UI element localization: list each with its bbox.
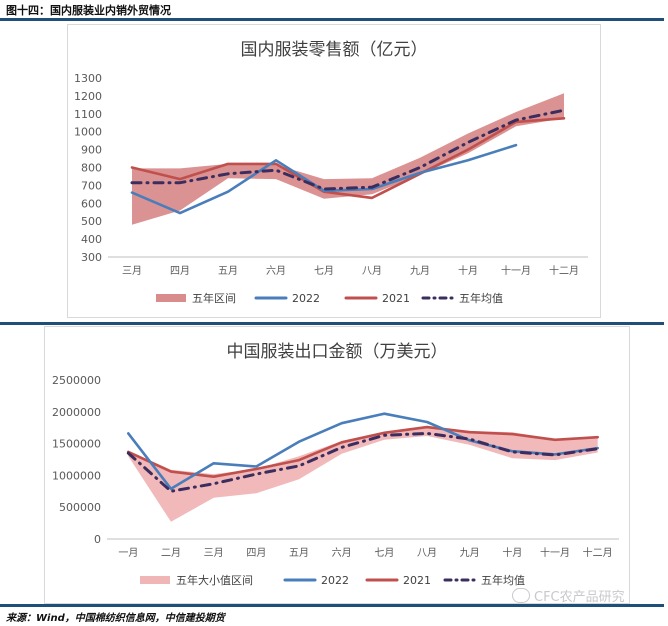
chart1-legend-label: 2022 bbox=[292, 292, 320, 305]
header-rule bbox=[0, 18, 664, 21]
chart2-series-avg-line bbox=[126, 431, 600, 493]
chart2-y-tick-label: 2000000 bbox=[52, 406, 101, 419]
chart1-title: 国内服装零售额（亿元） bbox=[241, 40, 428, 60]
chart1-legend-label: 五年均值 bbox=[459, 291, 503, 305]
chart2-legend-swatch bbox=[140, 576, 170, 584]
chart1-y-tick-label: 1000 bbox=[74, 126, 102, 139]
chart1-x-tick-label: 六月 bbox=[266, 265, 286, 277]
chart1-legend-label: 五年区间 bbox=[192, 291, 236, 305]
chart1-x-tick-label: 十月 bbox=[458, 264, 478, 277]
chart2-legend-label: 2022 bbox=[321, 574, 349, 587]
chart2-x-tick-label: 十月 bbox=[502, 546, 522, 559]
chart1-series-2021-line bbox=[130, 117, 566, 200]
chart1-x-tick-label: 十一月 bbox=[501, 264, 531, 277]
chart2-series-2022-line bbox=[127, 412, 599, 491]
chart1-x-tick-label: 五月 bbox=[218, 265, 238, 277]
chart1-legend-label: 2021 bbox=[382, 292, 410, 305]
chart1-x-tick-label: 八月 bbox=[362, 265, 382, 277]
chart2-x-tick-label: 二月 bbox=[161, 547, 181, 559]
footer-rule bbox=[0, 604, 664, 607]
chart1-x-tick-label: 十二月 bbox=[549, 264, 579, 277]
chart2-y-tick-label: 0 bbox=[94, 533, 101, 546]
chart2-title: 中国服装出口金额（万美元） bbox=[227, 342, 448, 362]
figure-title: 图十四：国内服装业内销外贸情况 bbox=[6, 4, 171, 17]
watermark: CFC农产品研究 bbox=[512, 586, 625, 605]
watermark-text: CFC农产品研究 bbox=[534, 590, 625, 605]
chart2-legend-label: 五年大小值区间 bbox=[176, 573, 253, 587]
chart2-y-tick-label: 500000 bbox=[59, 501, 101, 514]
chart2-x-tick-label: 八月 bbox=[417, 547, 437, 559]
export-value-chart: 中国服装出口金额（万美元） 0 500000 1000000 1500000 200000… bbox=[52, 342, 619, 587]
chart2-x-tick-label: 七月 bbox=[374, 547, 394, 559]
chart2-x-tick-label: 九月 bbox=[460, 547, 480, 559]
chart2-y-tick-label: 2500000 bbox=[52, 374, 101, 387]
chart1-y-tick-label: 400 bbox=[81, 233, 102, 246]
export-chart-panel: 中国服装出口金额（万美元） 0 500000 1000000 1500000 200000… bbox=[44, 326, 630, 604]
middle-rule bbox=[0, 322, 664, 325]
chart1-series-avg-line bbox=[130, 108, 566, 191]
chart1-legend-swatch bbox=[156, 294, 186, 302]
wechat-icon bbox=[512, 588, 530, 603]
chart1-x-tick-label: 九月 bbox=[410, 265, 430, 277]
chart1-x-tick-label: 四月 bbox=[170, 265, 190, 277]
chart2-x-tick-label: 六月 bbox=[332, 547, 352, 559]
chart1-y-tick-label: 800 bbox=[81, 162, 102, 175]
chart2-x-tick-label: 五月 bbox=[289, 547, 309, 559]
chart1-y-tick-label: 500 bbox=[81, 215, 102, 228]
chart1-x-tick-label: 三月 bbox=[122, 265, 142, 277]
chart2-x-tick-label: 十二月 bbox=[583, 546, 613, 559]
chart2-x-tick-label: 十一月 bbox=[540, 546, 570, 559]
retail-sales-chart: 国内服装零售额（亿元） 300 400 500 600 700 800 900 1000 1100… bbox=[74, 40, 588, 305]
chart2-legend-label: 2021 bbox=[403, 574, 431, 587]
chart1-y-tick-label: 1200 bbox=[74, 90, 102, 103]
chart1-y-tick-label: 300 bbox=[81, 251, 102, 264]
chart2-y-tick-label: 1500000 bbox=[52, 438, 101, 451]
chart1-y-tick-label: 600 bbox=[81, 197, 102, 210]
chart2-series-2021-line bbox=[127, 425, 599, 478]
chart1-y-tick-label: 700 bbox=[81, 179, 102, 192]
retail-chart-panel: 国内服装零售额（亿元） 300 400 500 600 700 800 900 1000 1100… bbox=[67, 24, 601, 318]
chart2-x-tick-label: 三月 bbox=[204, 547, 224, 559]
chart2-y-tick-label: 1000000 bbox=[52, 469, 101, 482]
chart1-series-2022-line bbox=[130, 143, 518, 215]
source-note: 来源：Wind，中国棉纺织信息网，中信建投期货 bbox=[6, 613, 225, 624]
chart1-y-tick-label: 1100 bbox=[74, 108, 102, 121]
chart2-legend-label: 五年均值 bbox=[481, 573, 525, 587]
chart1-y-tick-label: 1300 bbox=[74, 72, 102, 85]
chart1-y-tick-label: 900 bbox=[81, 144, 102, 157]
chart2-x-tick-label: 一月 bbox=[118, 547, 138, 559]
chart2-x-tick-label: 四月 bbox=[246, 547, 266, 559]
chart1-x-tick-label: 七月 bbox=[314, 265, 334, 277]
